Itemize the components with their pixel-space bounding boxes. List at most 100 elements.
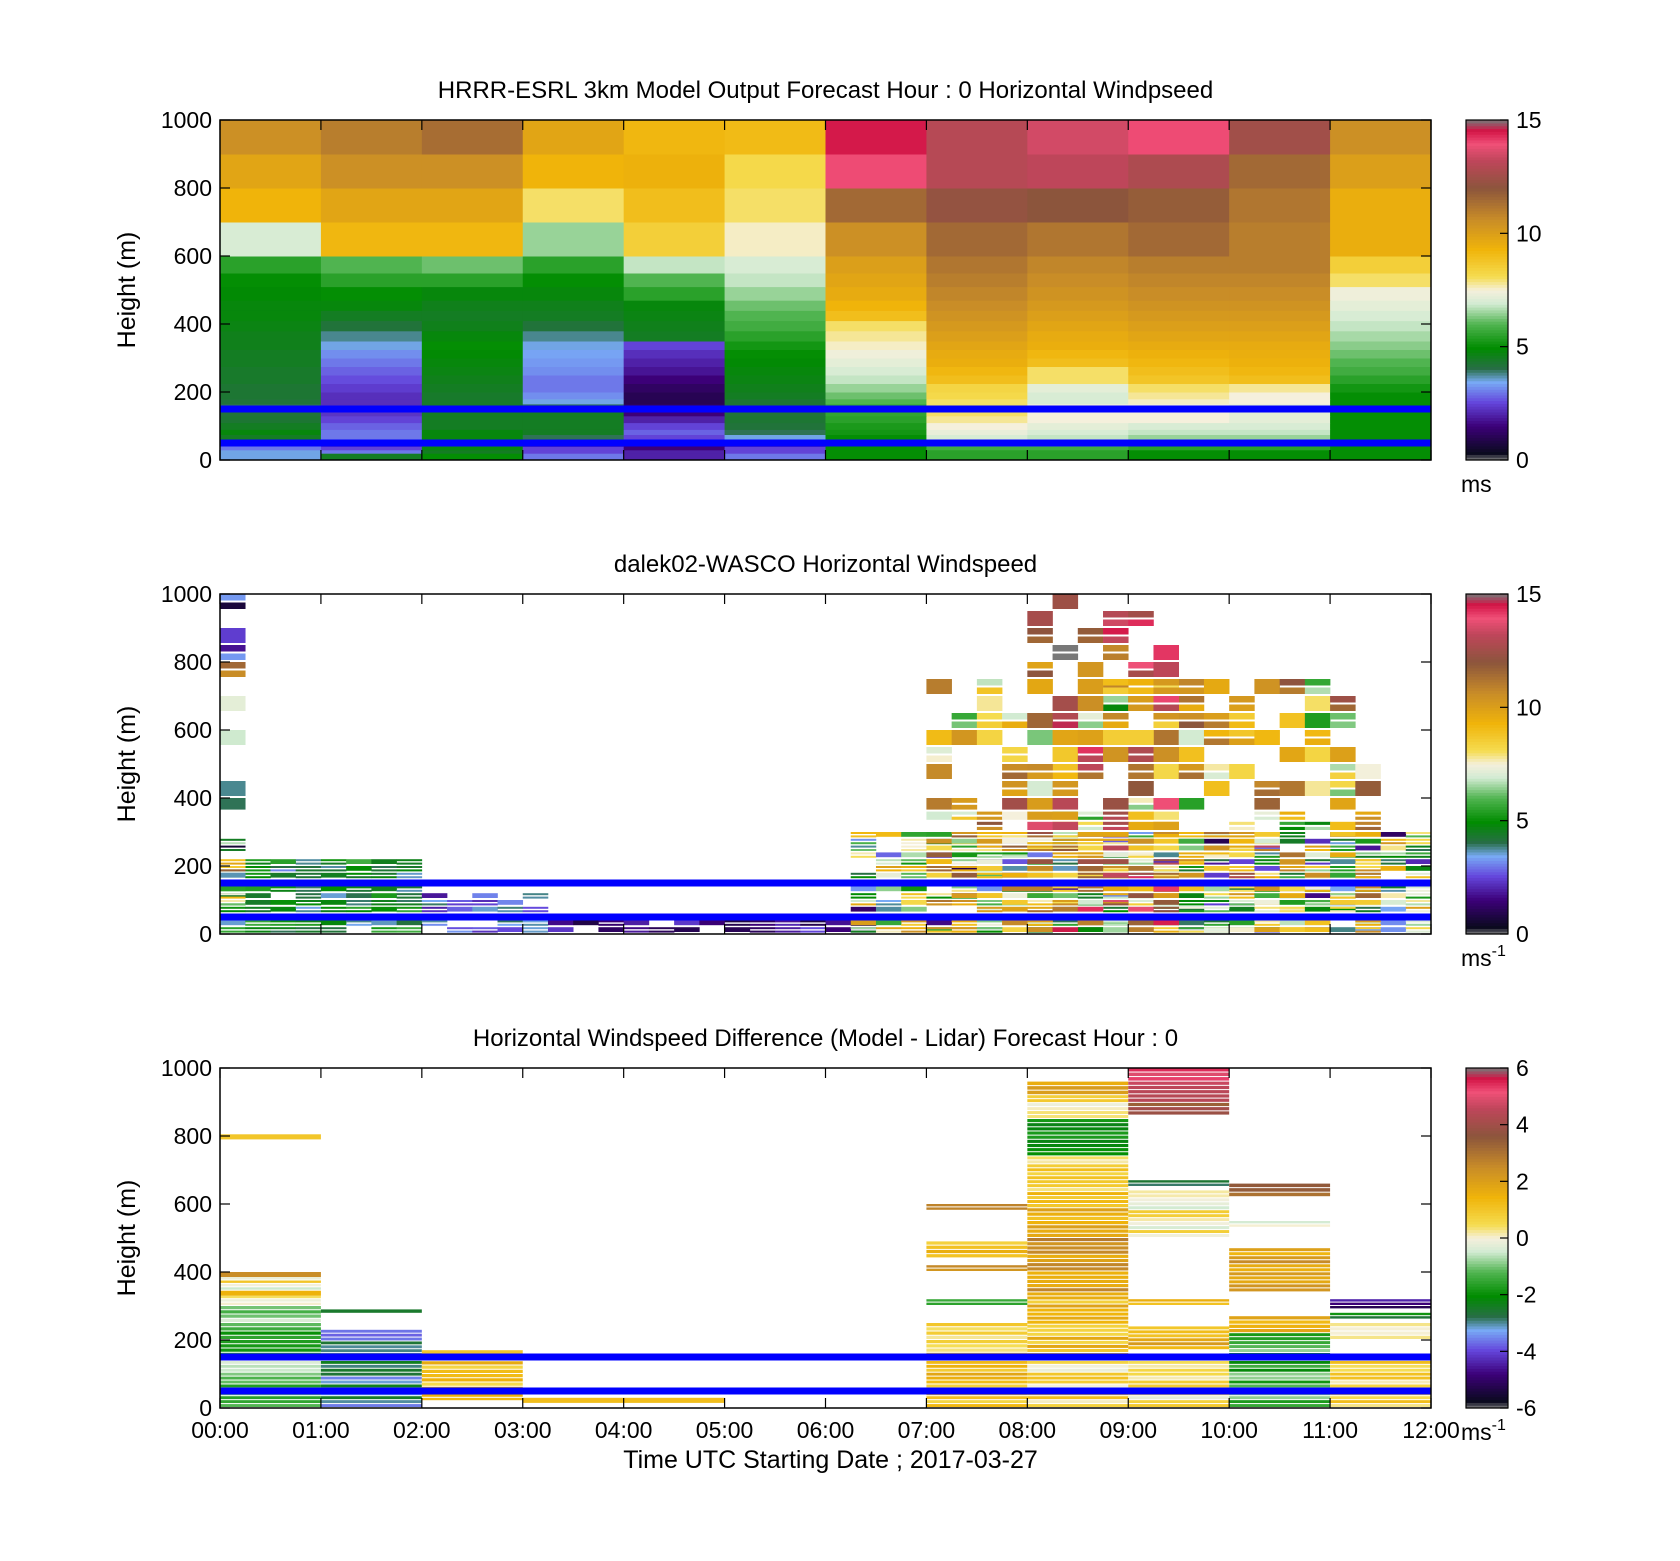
colorbar-segment <box>1466 307 1508 311</box>
lidar-cell <box>1052 886 1079 889</box>
model-cell <box>724 422 826 430</box>
difference-cell <box>320 1372 422 1376</box>
model-cell <box>1229 446 1331 451</box>
difference-cell <box>1330 1384 1431 1388</box>
model-cell <box>825 434 927 441</box>
lidar-cell <box>1279 838 1306 844</box>
difference-cell <box>1128 1206 1230 1210</box>
colorbar-segment <box>1466 275 1508 280</box>
difference-cell <box>1128 1368 1230 1372</box>
colorbar-segment <box>1466 1376 1508 1381</box>
model-cell <box>1330 320 1432 332</box>
colorbar-segment <box>1466 1351 1508 1355</box>
lidar-cell <box>825 927 852 932</box>
lidar-cell <box>1052 835 1079 838</box>
lidar-cell <box>220 670 246 677</box>
lidar-cell <box>1027 845 1053 848</box>
model-cell <box>926 446 1028 451</box>
model-cell <box>724 429 826 435</box>
model-cell <box>220 120 322 155</box>
difference-cell <box>1128 1183 1230 1186</box>
lidar-cell <box>1103 859 1129 864</box>
colorbar-segment <box>1466 224 1508 229</box>
lidar-cell <box>951 930 978 933</box>
colorbar-segment <box>1466 301 1508 305</box>
lidar-cell <box>1153 811 1180 820</box>
lidar-cell <box>1103 903 1129 906</box>
x-tick-label: 05:00 <box>696 1417 754 1443</box>
colorbar-segment <box>1466 417 1508 421</box>
difference-cell <box>1128 1180 1230 1183</box>
lidar-cell <box>1002 920 1028 926</box>
lidar-cell <box>1355 845 1381 851</box>
y-tick-label: 1000 <box>161 107 212 133</box>
lidar-cell <box>295 896 322 899</box>
lidar-cell <box>875 900 902 902</box>
colorbar-segment <box>1466 1243 1508 1248</box>
model-cell <box>1027 154 1129 189</box>
lidar-cell <box>926 866 952 868</box>
lidar-cell <box>1128 687 1154 694</box>
colorbar-tick-label: 10 <box>1516 694 1542 720</box>
model-cell <box>320 341 423 350</box>
lidar-cell <box>1153 845 1180 851</box>
lidar-cell <box>1304 849 1331 851</box>
lidar-cell <box>1052 747 1079 762</box>
model-cell <box>1027 434 1129 441</box>
difference-cell <box>1027 1320 1129 1324</box>
difference-cell <box>926 1348 1028 1352</box>
difference-cell <box>220 1340 321 1344</box>
colorbar-segment <box>1466 210 1508 215</box>
lidar-cell <box>1254 816 1280 820</box>
lidar-cell <box>320 886 347 892</box>
lidar-cell <box>850 872 877 875</box>
colorbar-segment <box>1466 735 1508 740</box>
difference-cell <box>1229 1320 1331 1324</box>
model-cell <box>623 286 726 301</box>
colorbar-segment <box>1466 1189 1508 1194</box>
colorbar-segment <box>1466 145 1508 149</box>
lidar-cell <box>1203 730 1230 737</box>
colorbar-segment <box>1466 843 1508 847</box>
lidar-cell <box>1153 764 1180 779</box>
lidar-cell <box>346 906 372 909</box>
lidar-cell <box>825 920 852 926</box>
colorbar-segment <box>1466 1240 1508 1245</box>
colorbar-frame <box>1465 119 1509 461</box>
lidar-cell <box>371 886 397 892</box>
lidar-cell <box>1153 696 1180 703</box>
model-cell <box>1330 453 1432 461</box>
lidar-cell <box>850 900 877 902</box>
lidar-cell <box>1304 927 1331 932</box>
lidar-cell <box>1027 798 1053 810</box>
lidar-cell <box>875 927 902 930</box>
y-tick-label: 200 <box>174 379 212 405</box>
lidar-cell <box>926 927 952 932</box>
lidar-cell <box>472 893 498 898</box>
difference-cell <box>1027 1216 1129 1220</box>
lidar-cell <box>674 927 700 932</box>
lidar-cell <box>1304 852 1331 858</box>
difference-cell <box>320 1309 422 1313</box>
x-axis-label: Time UTC Starting Date ; 2017-03-27 <box>623 1446 1038 1474</box>
colorbar-segment <box>1466 165 1508 169</box>
model-cell <box>1229 330 1331 342</box>
colorbar-segment <box>1466 179 1508 183</box>
lidar-cell <box>1128 781 1154 796</box>
model-cell <box>421 330 524 342</box>
lidar-cell <box>1254 781 1280 788</box>
colorbar-segment <box>1466 380 1508 385</box>
y-tick-label: 800 <box>174 1123 212 1149</box>
model-cell <box>1229 375 1331 384</box>
model-cell <box>623 415 726 424</box>
lidar-cell <box>1128 893 1154 898</box>
lidar-cell <box>1103 611 1129 618</box>
colorbar-segment <box>1466 815 1508 819</box>
lidar-cell <box>926 927 952 930</box>
lidar-cell <box>1279 866 1306 868</box>
difference-cell <box>220 1280 321 1283</box>
lidar-cell <box>1128 821 1154 830</box>
lidar-cell <box>1002 893 1028 898</box>
colorbar-segment <box>1466 1269 1508 1273</box>
lidar-cell <box>1304 903 1331 906</box>
